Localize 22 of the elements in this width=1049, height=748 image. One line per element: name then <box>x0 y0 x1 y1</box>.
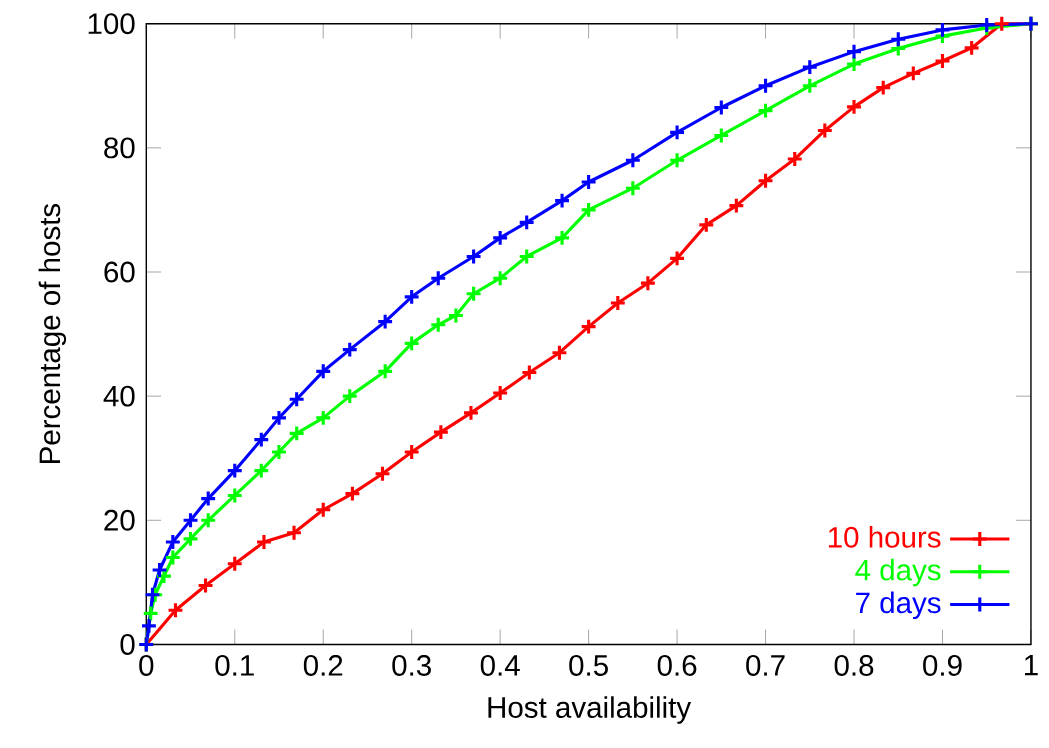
x-tick-label: 0.4 <box>480 654 520 676</box>
x-tick-label: 0.3 <box>392 654 431 676</box>
x-tick-label: 1 <box>1024 654 1038 676</box>
x-tick-label: 0.5 <box>569 654 608 676</box>
legend-label: 4 days <box>855 558 941 587</box>
legend-label: 7 days <box>856 591 941 619</box>
y-tick-label: 40 <box>103 385 135 407</box>
x-axis-title: Host availability <box>488 696 692 724</box>
y-tick-label: 80 <box>104 137 135 159</box>
y-tick-label: 20 <box>104 509 135 531</box>
y-axis-title: Percentage of hosts <box>38 203 67 463</box>
x-tick-label: 0.1 <box>215 654 254 676</box>
x-tick-label: 0.6 <box>657 654 697 676</box>
legend-label: 10 hours <box>828 525 941 548</box>
x-tick-label: 0.9 <box>923 654 962 676</box>
x-tick-label: 0.7 <box>746 654 785 676</box>
x-tick-label: 0.8 <box>834 654 874 676</box>
y-tick-label: 0 <box>120 633 135 655</box>
y-tick-label: 60 <box>104 261 135 283</box>
y-tick-label: 100 <box>88 13 135 35</box>
x-tick-label: 0 <box>139 654 154 676</box>
x-tick-label: 0.2 <box>303 654 343 676</box>
